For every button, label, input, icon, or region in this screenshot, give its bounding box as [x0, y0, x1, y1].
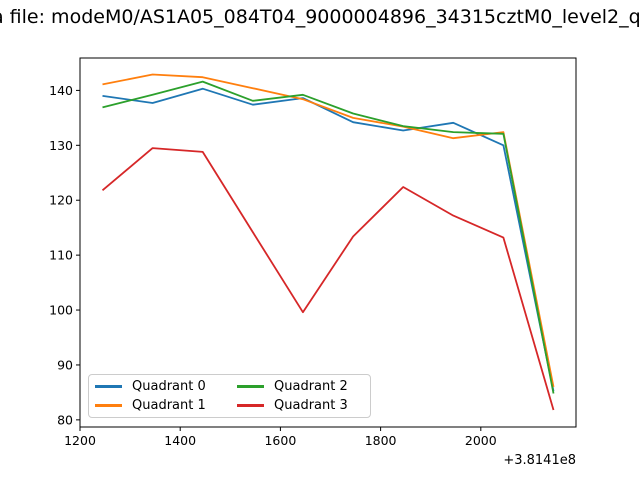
x-tick-label: 1200: [64, 433, 96, 448]
legend-label: Quadrant 3: [274, 398, 348, 413]
y-tick-label: 120: [49, 193, 73, 208]
legend-label: Quadrant 2: [274, 379, 348, 394]
series-line-0: [102, 87, 555, 392]
series-line-1: [102, 73, 555, 388]
x-tick-label: 2000: [465, 433, 497, 448]
y-tick-label: 90: [57, 357, 73, 372]
series-line-3: [101, 147, 555, 411]
y-tick-label: 110: [49, 248, 73, 263]
figure-title: a file: modeM0/AS1A05_084T04_9000004896_…: [0, 6, 640, 28]
legend-item-quadrant-2: Quadrant 2: [237, 380, 364, 393]
line-swatch-icon: [95, 404, 122, 407]
legend-item-quadrant-0: Quadrant 0: [95, 380, 237, 393]
x-tick-label: 1600: [264, 433, 296, 448]
legend: Quadrant 0 Quadrant 1 Quadrant 2 Quadran…: [88, 374, 371, 418]
legend-label: Quadrant 0: [132, 379, 206, 394]
legend-label: Quadrant 1: [132, 398, 206, 413]
series-line-2: [102, 80, 555, 394]
axes-spines: [79, 57, 577, 428]
x-tick-label: 1400: [164, 433, 196, 448]
y-tick-label: 130: [49, 138, 73, 153]
legend-item-quadrant-1: Quadrant 1: [95, 399, 237, 412]
legend-item-quadrant-3: Quadrant 3: [237, 399, 364, 412]
y-tick-label: 100: [49, 303, 73, 318]
line-swatch-icon: [237, 385, 264, 388]
y-tick-label: 80: [57, 412, 73, 427]
x-axis-offset-label: +3.8141e8: [503, 453, 576, 468]
line-swatch-icon: [237, 404, 264, 407]
x-tick-label: 1800: [365, 433, 397, 448]
y-tick-label: 140: [49, 83, 73, 98]
line-swatch-icon: [95, 385, 122, 388]
